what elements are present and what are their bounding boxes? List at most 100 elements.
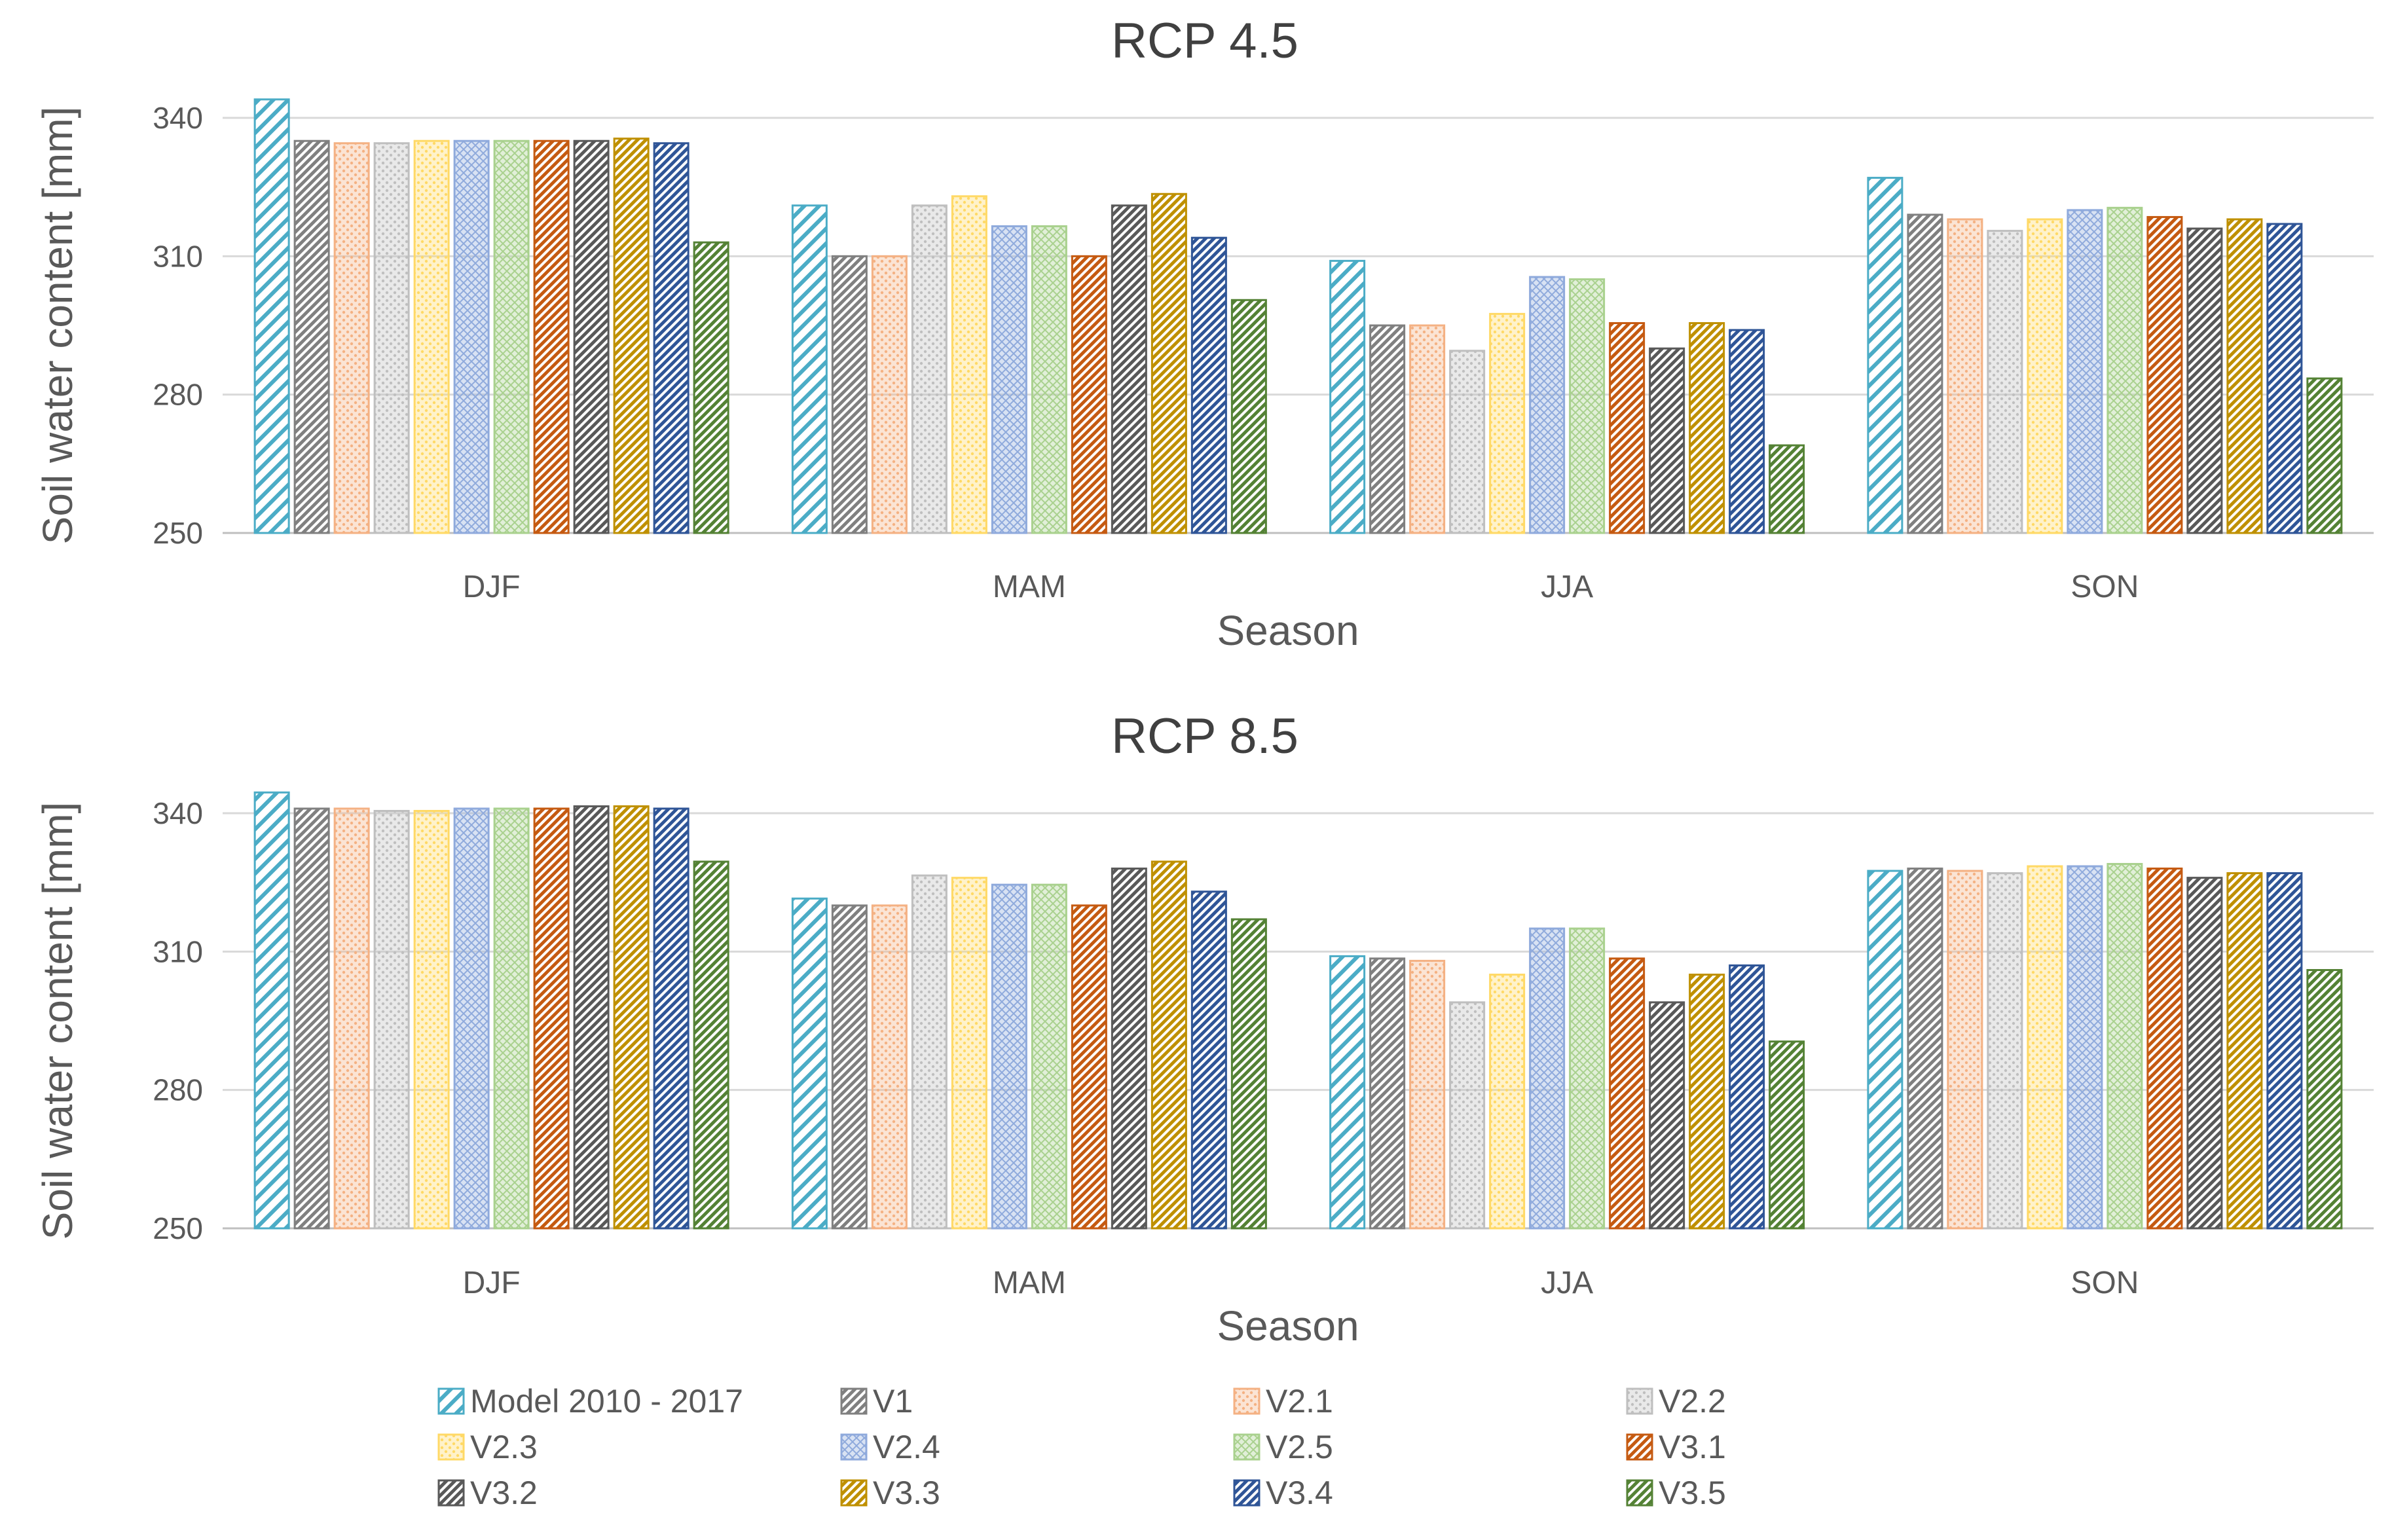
bar-v3-4-jja bbox=[1729, 964, 1765, 1230]
y-tick-label: 340 bbox=[153, 796, 203, 830]
legend-swatch bbox=[1233, 1387, 1260, 1415]
bar-v2-4-son bbox=[2067, 209, 2103, 534]
bar-v3-2-mam bbox=[1111, 868, 1147, 1230]
x-tick-label: DJF bbox=[463, 1266, 521, 1300]
bar-model-2010-2017-djf bbox=[253, 98, 290, 534]
legend-item-v2-3: V2.3 bbox=[437, 1429, 538, 1465]
x-axis-title: Season bbox=[1217, 1302, 1359, 1349]
y-tick-label: 280 bbox=[153, 378, 203, 412]
legend-label: V2.1 bbox=[1266, 1383, 1333, 1420]
bar-v2-3-djf bbox=[413, 809, 450, 1230]
bar-v1-mam bbox=[831, 904, 868, 1230]
x-tick-label: DJF bbox=[463, 570, 521, 604]
x-tick-label: MAM bbox=[993, 1266, 1066, 1300]
bar-v2-4-son bbox=[2067, 865, 2103, 1230]
bar-v3-1-djf bbox=[533, 807, 570, 1230]
bar-v2-5-djf bbox=[493, 139, 530, 534]
legend-item-model-2010-2017: Model 2010 - 2017 bbox=[437, 1383, 743, 1420]
legend-item-v3-2: V3.2 bbox=[437, 1475, 538, 1511]
bar-v2-3-jja bbox=[1489, 312, 1526, 534]
legend-label: V3.4 bbox=[1266, 1475, 1333, 1511]
bar-v1-mam bbox=[831, 255, 868, 534]
bar-model-2010-2017-jja bbox=[1329, 955, 1366, 1230]
bar-v2-5-jja bbox=[1569, 278, 1606, 534]
bar-v3-1-jja bbox=[1609, 321, 1646, 534]
bar-v2-4-djf bbox=[453, 807, 490, 1230]
legend-label: V3.1 bbox=[1659, 1429, 1726, 1465]
bar-v2-2-son bbox=[1987, 872, 2023, 1230]
bar-v3-5-son bbox=[2306, 969, 2343, 1230]
legend-label: V1 bbox=[873, 1383, 913, 1420]
bar-v3-3-djf bbox=[613, 805, 650, 1230]
bar-v2-2-mam bbox=[911, 874, 948, 1230]
bar-v2-1-son bbox=[1947, 870, 1983, 1230]
legend-item-v2-2: V2.2 bbox=[1626, 1383, 1726, 1420]
legend-item-v3-1: V3.1 bbox=[1626, 1429, 1726, 1465]
bar-v3-4-jja bbox=[1729, 329, 1765, 534]
bar-v2-3-djf bbox=[413, 139, 450, 534]
bar-v2-5-mam bbox=[1031, 883, 1067, 1230]
y-axis-title: Soil water content [mm] bbox=[34, 107, 81, 545]
bar-v3-3-son bbox=[2226, 872, 2263, 1230]
legend-item-v2-4: V2.4 bbox=[840, 1429, 940, 1465]
bar-v2-1-jja bbox=[1409, 959, 1446, 1230]
legend-label: V3.5 bbox=[1659, 1475, 1726, 1511]
bar-model-2010-2017-son bbox=[1867, 870, 1904, 1230]
bar-v3-3-son bbox=[2226, 218, 2263, 534]
bar-v2-1-mam bbox=[871, 904, 908, 1230]
y-tick-label: 340 bbox=[153, 101, 203, 135]
bar-v3-5-mam bbox=[1230, 918, 1267, 1230]
bar-v3-1-son bbox=[2146, 215, 2183, 534]
bar-v3-4-djf bbox=[653, 142, 690, 534]
x-tick-label: JJA bbox=[1541, 1266, 1593, 1300]
x-tick-label: MAM bbox=[993, 570, 1066, 604]
bar-v3-3-mam bbox=[1150, 860, 1187, 1230]
legend-item-v2-1: V2.1 bbox=[1233, 1383, 1333, 1420]
legend-swatch bbox=[1233, 1479, 1260, 1507]
panel-rcp-4-5: RCP 4.5 250 280 310 340 Soil water content [m… bbox=[34, 13, 2374, 654]
y-tick-label: 310 bbox=[153, 239, 203, 273]
x-tick-label: SON bbox=[2070, 570, 2139, 604]
bar-v3-1-mam bbox=[1071, 255, 1107, 534]
bar-v3-2-jja bbox=[1649, 1001, 1685, 1230]
y-tick-label: 310 bbox=[153, 934, 203, 968]
legend-swatch bbox=[1626, 1433, 1653, 1461]
legend-label: V3.2 bbox=[470, 1475, 538, 1511]
bar-v2-1-son bbox=[1947, 218, 1983, 534]
legend-swatch bbox=[437, 1433, 465, 1461]
legend-label: V2.4 bbox=[873, 1429, 940, 1465]
bar-v3-5-djf bbox=[693, 241, 729, 534]
bar-model-2010-2017-son bbox=[1867, 177, 1904, 534]
legend-label: Model 2010 - 2017 bbox=[470, 1383, 743, 1420]
chart-title: RCP 8.5 bbox=[1111, 708, 1298, 764]
bar-v3-1-jja bbox=[1609, 957, 1646, 1230]
bar-v3-4-son bbox=[2266, 223, 2303, 534]
x-tick-label: JJA bbox=[1541, 570, 1593, 604]
bar-v2-2-mam bbox=[911, 204, 948, 534]
x-axis-title: Season bbox=[1217, 607, 1359, 654]
bar-model-2010-2017-jja bbox=[1329, 259, 1366, 534]
legend-swatch bbox=[437, 1479, 465, 1507]
bar-v3-2-mam bbox=[1111, 204, 1147, 534]
y-tick-label: 250 bbox=[153, 1211, 203, 1245]
bar-v1-djf bbox=[293, 139, 330, 534]
legend-swatch bbox=[1233, 1433, 1260, 1461]
bar-v3-4-son bbox=[2266, 872, 2303, 1230]
legend-swatch bbox=[1626, 1479, 1653, 1507]
bar-v3-5-djf bbox=[693, 860, 729, 1230]
bar-v3-1-son bbox=[2146, 868, 2183, 1230]
bar-v1-jja bbox=[1369, 957, 1406, 1230]
bar-v2-2-jja bbox=[1449, 1001, 1486, 1230]
y-tick-label: 280 bbox=[153, 1073, 203, 1107]
legend-label: V2.5 bbox=[1266, 1429, 1333, 1465]
legend-item-v3-3: V3.3 bbox=[840, 1475, 940, 1511]
bar-v3-5-jja bbox=[1769, 1040, 1805, 1230]
legend-item-v2-5: V2.5 bbox=[1233, 1429, 1333, 1465]
bar-v2-4-jja bbox=[1529, 927, 1566, 1230]
bar-v1-son bbox=[1907, 868, 1943, 1230]
bar-v2-1-mam bbox=[871, 255, 908, 534]
bar-v2-3-son bbox=[2027, 865, 2063, 1230]
bar-v2-5-son bbox=[2107, 862, 2143, 1230]
bar-v1-jja bbox=[1369, 324, 1406, 534]
